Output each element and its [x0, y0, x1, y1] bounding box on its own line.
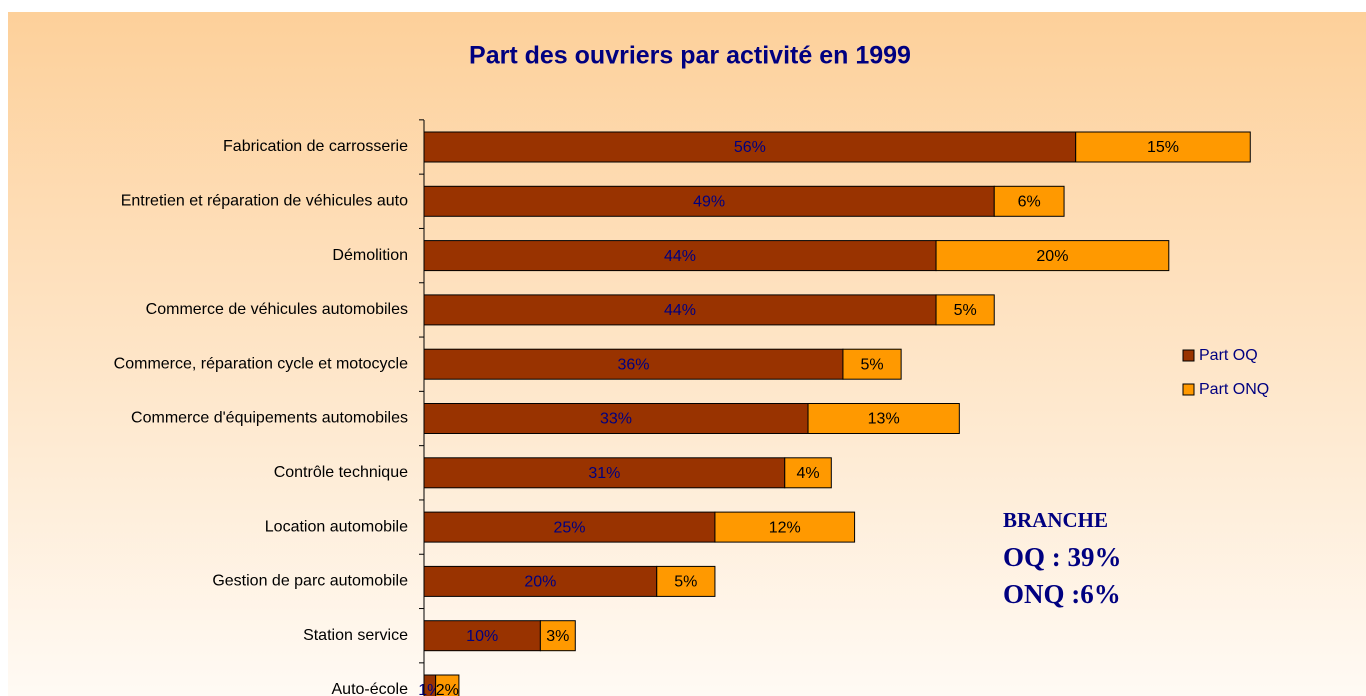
bar-segment [993, 185, 1065, 217]
data-label: 5% [954, 302, 977, 319]
data-label: 15% [1147, 139, 1179, 156]
legend-label: Part ONQ [1199, 381, 1269, 398]
y-tick-label: Station service [303, 627, 408, 644]
bar-segment [423, 131, 1077, 163]
data-label: 3% [546, 628, 569, 645]
bar-segment [423, 620, 541, 652]
annotation-line: ONQ :6% [1003, 579, 1121, 609]
data-label: 44% [664, 248, 696, 265]
y-tick-label: Location automobile [265, 518, 408, 535]
bar-segment [423, 511, 716, 543]
bar-segment [423, 565, 658, 597]
data-label: 5% [860, 356, 883, 373]
data-label: 36% [617, 356, 649, 373]
y-tick-label: Démolition [332, 247, 408, 264]
y-tick-label: Entretien et réparation de véhicules aut… [121, 193, 408, 210]
bar-segment [423, 185, 995, 217]
bar-segment [714, 511, 856, 543]
y-tick-label: Fabrication de carrosserie [223, 138, 408, 155]
bar-segment [842, 348, 902, 380]
bar-segment [423, 240, 937, 272]
data-label: 12% [769, 519, 801, 536]
data-label: 4% [796, 465, 819, 482]
bar-segment [935, 240, 1170, 272]
data-label: 20% [1036, 248, 1068, 265]
y-tick-label: Commerce d'équipements automobiles [131, 410, 408, 427]
bar-segment [1075, 131, 1251, 163]
data-label: 13% [868, 411, 900, 428]
bar-segment [807, 403, 960, 434]
data-label: 31% [588, 465, 620, 482]
bar-segment [423, 348, 844, 380]
y-tick-label: Contrôle technique [274, 464, 408, 481]
data-label: 56% [734, 139, 766, 156]
bar-segment [935, 294, 995, 326]
bar-segment [539, 620, 576, 652]
legend-swatch [1182, 383, 1195, 396]
legend-swatch [1182, 349, 1195, 362]
data-label: 33% [600, 411, 632, 428]
data-label: 10% [466, 628, 498, 645]
data-label: 44% [664, 302, 696, 319]
bar-segment [656, 565, 716, 597]
chart-title: Part des ouvriers par activité en 1999 [469, 42, 911, 70]
annotation-line: OQ : 39% [1003, 542, 1122, 572]
y-tick-label: Gestion de parc automobile [212, 573, 408, 590]
annotation: BRANCHE OQ : 39% ONQ :6% [1003, 508, 1122, 609]
bar-segment [423, 403, 809, 434]
data-label: 6% [1018, 194, 1041, 211]
y-tick-label: Commerce de véhicules automobiles [146, 301, 408, 318]
data-label: 2% [436, 682, 459, 696]
y-tick-label: Commerce, réparation cycle et motocycle [114, 355, 408, 372]
bar-segment [423, 457, 786, 489]
data-label: 20% [524, 574, 556, 591]
y-tick-label: Auto-école [332, 681, 409, 696]
data-label: 49% [693, 194, 725, 211]
bar-segment [435, 674, 460, 696]
data-label: 25% [553, 519, 585, 536]
legend-label: Part OQ [1199, 347, 1258, 364]
bar-segment [784, 457, 832, 489]
annotation-line: BRANCHE [1003, 508, 1108, 532]
data-label: 5% [674, 574, 697, 591]
